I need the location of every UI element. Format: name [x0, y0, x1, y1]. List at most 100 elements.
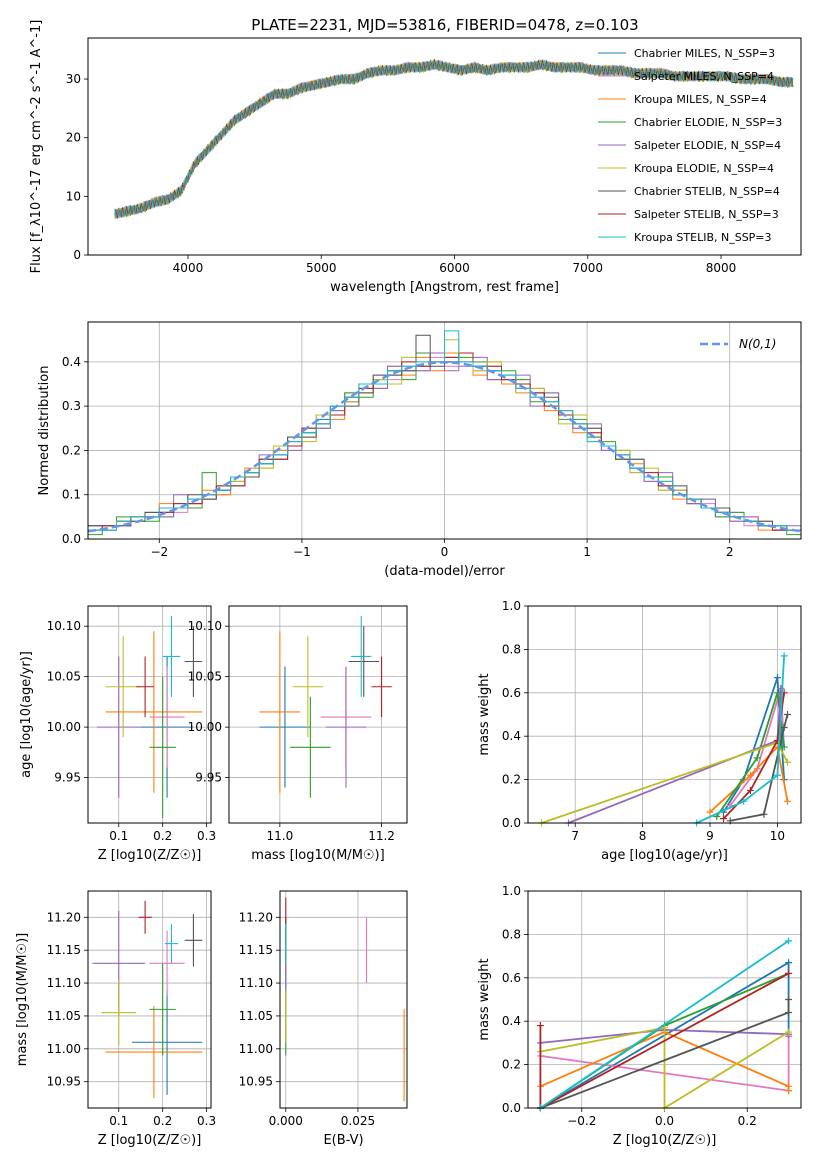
weight-point: [773, 771, 781, 779]
weight-point: [785, 996, 793, 1003]
x-axis-label: wavelength [Angstrom, rest frame]: [330, 280, 559, 295]
x-axis-label: age [log10(age/yr)]: [601, 848, 728, 863]
weight-point: [784, 758, 792, 766]
y-tick-label: 10.10: [188, 619, 222, 633]
y-tick-label: 11.10: [47, 976, 81, 990]
weight-point: [785, 1087, 793, 1095]
y-tick-label: 9.95: [54, 771, 81, 785]
y-axis-label: mass weight: [477, 958, 492, 1040]
y-tick-label: 0.2: [502, 773, 521, 787]
y-tick-label: 0.1: [62, 488, 81, 502]
weight-series: [709, 745, 789, 813]
legend-label: Kroupa STELIB, N_SSP=3: [634, 231, 772, 244]
weight-point: [760, 810, 768, 818]
weight-point: [536, 1022, 544, 1030]
x-tick-label: 9: [706, 829, 714, 843]
histogram-series: [87, 330, 801, 539]
weight-series: [696, 655, 785, 824]
weight-point: [785, 937, 793, 945]
x-tick-label: 0.3: [197, 1114, 216, 1128]
axes-frame: [87, 890, 212, 1109]
legend-label: Chabrier MILES, N_SSP=3: [634, 47, 775, 60]
weight-series: [729, 688, 785, 807]
gaussian-curve: [87, 361, 802, 533]
x-tick-label: 8000: [706, 261, 737, 275]
x-tick-label: 2: [726, 545, 734, 559]
y-tick-label: 1.0: [502, 599, 521, 613]
weight-point: [746, 786, 754, 794]
y-axis-label: mass [log10(M/M☉)]: [15, 933, 30, 1066]
x-tick-label: 0.2: [153, 829, 172, 843]
y-tick-label: 20: [66, 131, 81, 145]
axes-frame: [527, 890, 802, 1109]
weight-point: [746, 771, 754, 779]
weight-series: [540, 1026, 790, 1110]
x-tick-label: 7: [571, 829, 579, 843]
x-tick-label: −2: [150, 545, 168, 559]
y-tick-label: 0.6: [502, 971, 521, 985]
y-axis-label: age [log10(age/yr)]: [19, 651, 34, 778]
y-tick-label: 1.0: [502, 884, 521, 898]
y-tick-label: 11.15: [47, 943, 81, 957]
weight-series: [541, 741, 789, 824]
legend-label: Kroupa MILES, N_SSP=4: [634, 93, 767, 106]
x-tick-label: −0.2: [567, 1114, 596, 1128]
y-tick-label: 10.95: [47, 1075, 81, 1089]
weight-point: [780, 652, 788, 660]
y-tick-label: 10.00: [188, 720, 222, 734]
y-tick-label: 11.00: [239, 1042, 273, 1056]
x-axis-label: Z [log10(Z/Z☉)]: [613, 1133, 717, 1148]
x-tick-label: 0.2: [153, 1114, 172, 1128]
weight-point: [706, 808, 714, 816]
age-vs-z-panel: 0.1 0.2 0.3 9.95 10.00 10.05 10.10 Z [log10(Z/Z…: [19, 605, 216, 863]
y-tick-label: 10.05: [47, 670, 81, 684]
weight-series: [730, 714, 789, 822]
y-tick-label: 0.3: [62, 399, 81, 413]
y-tick-label: 0.0: [502, 1101, 521, 1115]
legend-label: Salpeter MILES, N_SSP=4: [634, 70, 774, 83]
legend-label: N(0,1): [739, 337, 776, 351]
axes-frame: [87, 605, 212, 824]
x-tick-label: 4000: [173, 261, 204, 275]
y-tick-label: 0.0: [502, 816, 521, 830]
axes-frame: [228, 605, 408, 824]
y-tick-label: 10.95: [239, 1075, 273, 1089]
weight-series: [539, 940, 790, 1109]
y-tick-label: 11.20: [47, 910, 81, 924]
y-tick-label: 10.10: [47, 619, 81, 633]
x-tick-label: 0.1: [109, 1114, 128, 1128]
spectrum-line: [114, 59, 794, 219]
x-tick-label: 11.0: [266, 829, 293, 843]
mass-vs-z-panel: 0.1 0.2 0.3 10.95 11.00 11.05 11.10 11.15 11.20 Z…: [15, 890, 216, 1148]
weight-vs-z-panel: −0.2 0.0 0.2 0.0 0.2 0.4 0.6 0.8 1.0 Z [log10(Z/Z…: [477, 884, 802, 1148]
x-tick-label: 7000: [572, 261, 603, 275]
x-tick-label: 1: [583, 545, 591, 559]
y-tick-label: 0.0: [62, 532, 81, 546]
residuals-panel: −2 −1 0 1 2 0.0 0.1 0.2 0.3 0.4 (data-model)/error…: [37, 321, 802, 579]
x-tick-label: 11.2: [368, 829, 395, 843]
axes-frame: [527, 605, 802, 824]
y-tick-label: 10.00: [47, 720, 81, 734]
x-tick-label: 8: [639, 829, 647, 843]
mass-vs-ebv-panel: 0.000 0.025 10.95 11.00 11.05 11.10 11.15 11.20…: [239, 890, 408, 1148]
x-axis-label: E(B-V): [323, 1133, 363, 1148]
weight-vs-age-panel: 7 8 9 10 0.0 0.2 0.4 0.6 0.8 1.0 age [log10(age/yr…: [477, 599, 802, 863]
legend-label: Chabrier STELIB, N_SSP=4: [634, 185, 780, 198]
y-tick-label: 0.8: [502, 642, 521, 656]
x-tick-label: 0.000: [269, 1114, 303, 1128]
weight-point: [780, 743, 788, 751]
weight-point: [753, 754, 761, 762]
x-tick-label: 0.025: [341, 1114, 375, 1128]
legend-label: Kroupa ELODIE, N_SSP=4: [634, 162, 774, 175]
spectrum-panel: 4000 5000 6000 7000 8000 0 10 20 30 wavelength [A…: [29, 20, 802, 295]
page-title: PLATE=2231, MJD=53816, FIBERID=0478, z=0…: [251, 16, 638, 34]
y-tick-label: 10.05: [188, 670, 222, 684]
y-tick-label: 11.05: [47, 1009, 81, 1023]
weight-point: [784, 711, 792, 718]
x-tick-label: 5000: [306, 261, 337, 275]
weight-point: [785, 959, 793, 967]
weight-point: [719, 815, 727, 823]
y-tick-label: 11.20: [239, 910, 273, 924]
x-tick-label: 0: [441, 545, 449, 559]
